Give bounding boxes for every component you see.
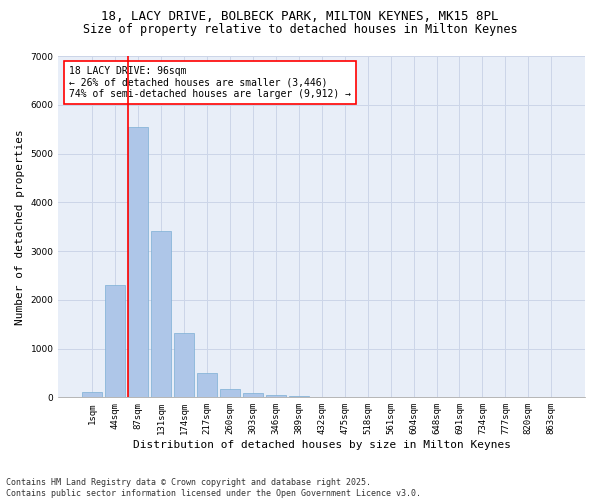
Bar (289, 396, 308, 398)
Bar (220, 389, 239, 398)
Text: 18, LACY DRIVE, BOLBECK PARK, MILTON KEYNES, MK15 8PL: 18, LACY DRIVE, BOLBECK PARK, MILTON KEY… (101, 10, 499, 23)
Bar (106, 285, 125, 398)
Text: 18 LACY DRIVE: 96sqm
← 26% of detached houses are smaller (3,446)
74% of semi-de: 18 LACY DRIVE: 96sqm ← 26% of detached h… (69, 66, 351, 100)
Bar (151, 230, 171, 398)
Bar (197, 374, 217, 398)
Bar (174, 333, 194, 398)
Bar (243, 393, 263, 398)
Y-axis label: Number of detached properties: Number of detached properties (15, 129, 25, 324)
X-axis label: Distribution of detached houses by size in Milton Keynes: Distribution of detached houses by size … (133, 440, 511, 450)
Text: Contains HM Land Registry data © Crown copyright and database right 2025.
Contai: Contains HM Land Registry data © Crown c… (6, 478, 421, 498)
Bar (266, 394, 286, 398)
Bar (128, 126, 148, 398)
Bar (82, 392, 102, 398)
Text: Size of property relative to detached houses in Milton Keynes: Size of property relative to detached ho… (83, 22, 517, 36)
